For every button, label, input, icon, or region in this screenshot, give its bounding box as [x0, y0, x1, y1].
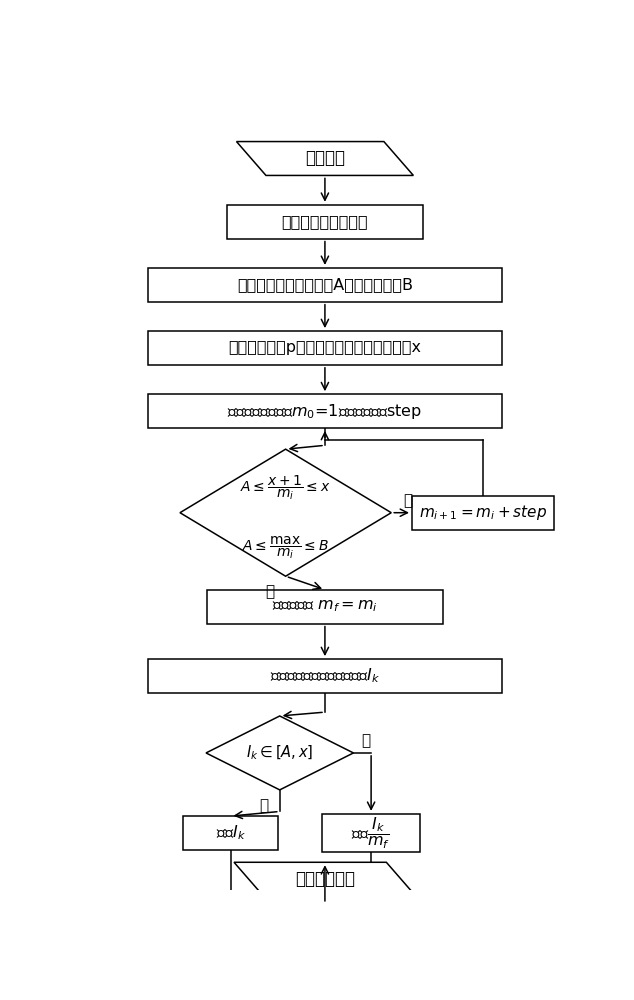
Text: 求出该区域最小灰度值A，最大灰度值B: 求出该区域最小灰度值A，最大灰度值B: [237, 277, 413, 292]
Text: $A \leq \dfrac{\mathrm{max}}{m_i} \leq B$: $A \leq \dfrac{\mathrm{max}}{m_i} \leq B…: [242, 534, 329, 561]
Polygon shape: [234, 862, 416, 896]
Text: 亮度补偿图像: 亮度补偿图像: [295, 870, 355, 888]
Text: 输出$I_k$: 输出$I_k$: [216, 824, 245, 842]
Bar: [148, 659, 502, 693]
Text: 否: 否: [361, 733, 370, 748]
Text: 是: 是: [266, 584, 275, 599]
Text: 输出$\dfrac{I_k}{m_f}$: 输出$\dfrac{I_k}{m_f}$: [351, 815, 391, 851]
Bar: [148, 394, 502, 428]
Text: 否: 否: [403, 493, 412, 508]
Text: 是: 是: [259, 798, 269, 813]
Bar: [322, 814, 420, 852]
Text: 选择压缩概率p，得到压缩后的最大灰度值x: 选择压缩概率p，得到压缩后的最大灰度值x: [228, 340, 422, 355]
Bar: [148, 268, 502, 302]
Text: $m_{i+1} = m_i + step$: $m_{i+1} = m_i + step$: [419, 503, 547, 522]
Polygon shape: [206, 716, 353, 790]
Text: $I_k \in [A, x]$: $I_k \in [A, x]$: [246, 744, 313, 762]
Text: 输入图像: 输入图像: [305, 149, 345, 167]
Bar: [148, 331, 502, 365]
Polygon shape: [180, 449, 391, 576]
Bar: [183, 816, 278, 850]
Text: 输出选定的 $m_f = m_i$: 输出选定的 $m_f = m_i$: [272, 599, 378, 614]
Bar: [412, 496, 554, 530]
Text: 遍历选定区域的当前像素值$I_k$: 遍历选定区域的当前像素值$I_k$: [270, 667, 380, 685]
Bar: [227, 205, 424, 239]
Polygon shape: [236, 142, 413, 175]
Bar: [207, 590, 443, 624]
Text: 设置压缩因子初值$m_0$=1，及迭代步长step: 设置压缩因子初值$m_0$=1，及迭代步长step: [228, 402, 422, 421]
Text: 选定亮度不均匀区域: 选定亮度不均匀区域: [281, 214, 368, 229]
Text: $A \leq \dfrac{x+1}{m_i} \leq x$: $A \leq \dfrac{x+1}{m_i} \leq x$: [240, 474, 331, 502]
